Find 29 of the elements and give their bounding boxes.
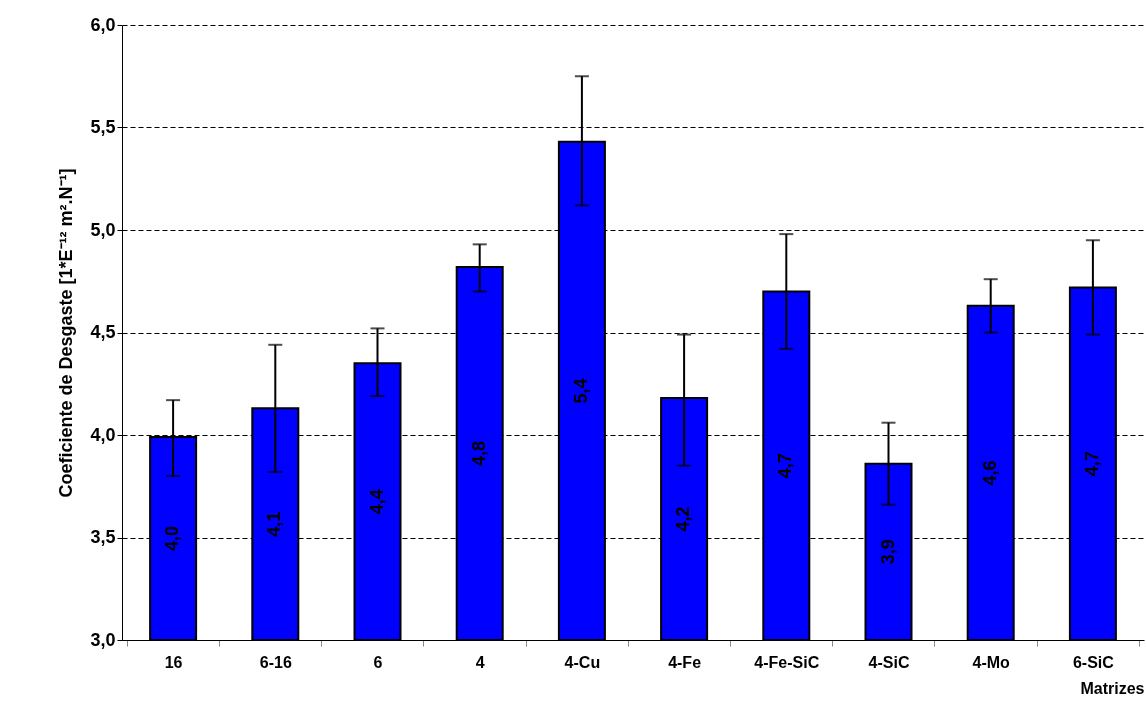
y-tick-label: 4,5 — [90, 322, 116, 342]
y-axis-title: Coeficiente de Desgaste [1*E⁻¹² m².N⁻¹] — [56, 168, 77, 498]
y-tick-label: 3,0 — [90, 629, 116, 650]
data-label: 5,4 — [570, 378, 591, 404]
data-label: 4,8 — [468, 440, 489, 466]
data-label: 4,0 — [162, 526, 183, 552]
y-tick-label: 6,0 — [90, 14, 116, 35]
x-tick-label: 4 — [475, 653, 485, 671]
x-tick-label: 16 — [164, 653, 183, 671]
x-tick-label: 6 — [373, 653, 383, 671]
y-tick-label: 5,0 — [90, 219, 116, 240]
x-tick-label: 4-Fe-SiC — [754, 653, 820, 671]
x-tick-label: 6-SiC — [1072, 653, 1115, 671]
x-tick-label: 4-Mo — [972, 653, 1011, 671]
data-label: 4,4 — [366, 489, 387, 515]
x-tick-label: 4-SiC — [868, 653, 910, 671]
y-tick-label: 4,0 — [90, 424, 116, 445]
y-tick-label: 5,5 — [90, 117, 116, 137]
x-tick-label: 4-Fe — [668, 653, 702, 671]
data-label: 4,1 — [264, 511, 285, 537]
x-axis-title: Matrizes — [1080, 679, 1145, 697]
data-label: 4,7 — [1081, 451, 1102, 477]
x-tick-label: 6-16 — [259, 653, 292, 671]
y-tick-label: 3,5 — [90, 527, 116, 547]
data-label: 4,7 — [775, 453, 796, 479]
data-label: 3,9 — [877, 539, 898, 565]
x-tick-label: 4-Cu — [564, 653, 601, 671]
data-label: 4,2 — [673, 506, 694, 532]
data-label: 4,6 — [979, 460, 1000, 486]
